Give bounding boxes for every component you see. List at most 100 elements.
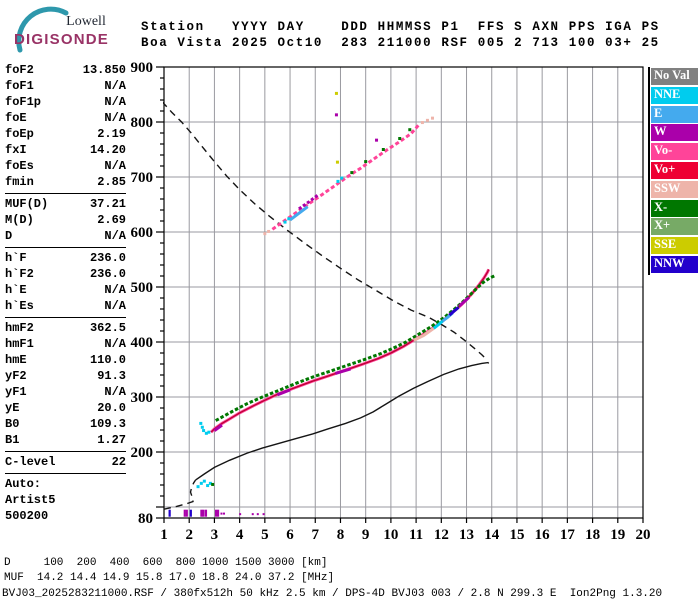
x-tick-label: 14 (484, 527, 500, 543)
x-tick-label: 3 (211, 527, 219, 543)
baseline-nnw-ticks (168, 509, 192, 517)
logo-top-text: Lowell (66, 14, 106, 29)
param-row-he: h`E N/A (5, 282, 126, 298)
x-tick-label: 15 (509, 527, 524, 543)
y-tick-label: 800 (131, 115, 154, 131)
param-row-b1: B1 1.27 (5, 432, 126, 448)
o-trace (210, 268, 491, 434)
panel-divider (5, 473, 126, 474)
param-row-clevel: C-level 22 (5, 454, 126, 470)
panel-divider (5, 317, 126, 318)
x-tick-label: 12 (434, 527, 449, 543)
param-label: foEp (5, 127, 34, 141)
param-label: foE (5, 111, 27, 125)
param-row-hmf1: hmF1 N/A (5, 336, 126, 352)
legend-item-x+: X+ (651, 218, 698, 236)
y-tick-label: 700 (131, 170, 154, 186)
param-row-fof1p: foF1p N/A (5, 94, 126, 110)
param-label: MUF(D) (5, 197, 49, 211)
param-label: fxI (5, 143, 27, 157)
panel-divider (5, 451, 126, 452)
param-row-hf2: h`F2 236.0 (5, 266, 126, 282)
param-row-fxi: fxI 14.20 (5, 142, 126, 158)
param-label: foF1 (5, 79, 34, 93)
muf-row: MUF 14.2 14.4 14.9 15.8 17.0 18.8 24.0 3… (4, 572, 335, 584)
x-tick-label: 1 (160, 527, 168, 543)
param-value: 2.69 (97, 213, 126, 227)
autoscaler-line: Auto: (5, 477, 42, 491)
param-row-mufd: MUF(D) 37.21 (5, 196, 126, 212)
second-hop-nne-dots (283, 176, 344, 224)
distance-row: D 100 200 400 600 800 1000 1500 3000 [km… (4, 557, 328, 569)
o-trace-nnw-segment (448, 306, 460, 317)
x-tick-label: 2 (185, 527, 193, 543)
param-value: 110.0 (89, 353, 126, 367)
param-label: h`E (5, 283, 27, 297)
param-row-foe: foE N/A (5, 110, 126, 126)
y-axis: 900 800 700 600 500 400 300 200 80 (131, 60, 164, 527)
x-tick-label: 13 (459, 527, 474, 543)
es-x-dots (211, 482, 215, 486)
legend-item-nnw: NNW (651, 255, 698, 273)
param-row-fmin: fmin 2.85 (5, 174, 126, 190)
param-value: N/A (104, 95, 126, 109)
logo-arc-icon (16, 6, 69, 53)
param-value: 22 (111, 455, 126, 469)
param-value: 20.0 (97, 401, 126, 415)
param-row-yf1: yF1 N/A (5, 384, 126, 400)
param-value: 91.3 (97, 369, 126, 383)
x-tick-label: 10 (383, 527, 398, 543)
y-tick-label: 400 (131, 335, 154, 351)
valley-profile-model (163, 479, 197, 510)
param-label: fmin (5, 175, 34, 189)
param-row-fof1: foF1 N/A (5, 78, 126, 94)
param-row-hf: h`F 236.0 (5, 250, 126, 266)
param-label: hmF1 (5, 337, 34, 351)
param-label: h`F2 (5, 267, 34, 281)
param-value: 37.21 (89, 197, 126, 211)
y-tick-label: 80 (138, 511, 153, 527)
param-label: B0 (5, 417, 20, 431)
second-hop-e-segment (289, 205, 309, 222)
digisonde-logo: Lowell DIGISONDE (14, 6, 109, 53)
param-row-foep: foEp 2.19 (5, 126, 126, 142)
param-value: 2.85 (97, 175, 126, 189)
legend-item-e: E (651, 105, 698, 123)
x-tick-label: 11 (409, 527, 423, 543)
x-tick-label: 19 (610, 527, 625, 543)
param-value: N/A (104, 385, 126, 399)
param-value: 14.20 (89, 143, 126, 157)
legend-item-nne: NNE (651, 86, 698, 104)
param-value: N/A (104, 337, 126, 351)
param-value: 109.3 (89, 417, 126, 431)
param-value: N/A (104, 229, 126, 243)
param-value: 2.19 (97, 127, 126, 141)
param-value: N/A (104, 159, 126, 173)
o-trace-nne-segment (432, 319, 444, 330)
param-value: 13.850 (82, 63, 126, 77)
legend-item-sse: SSE (651, 237, 698, 255)
param-row-d: D N/A (5, 228, 126, 244)
es-nne-dots (196, 421, 212, 489)
x-tick-label: 20 (636, 527, 651, 543)
param-row-b0: B0 109.3 (5, 416, 126, 432)
y-tick-label: 200 (131, 445, 154, 461)
legend-item-vo-: Vo- (651, 143, 698, 161)
x-tick-label: 4 (236, 527, 244, 543)
param-row-fof2: foF2 13.850 (5, 62, 126, 78)
parameter-panel: foF2 13.850 foF1 N/A foF1p N/A foE N/A foEp 2.19 f… (5, 62, 126, 524)
param-label: hmF2 (5, 321, 34, 335)
logo-bottom-text: DIGISONDE (14, 31, 109, 48)
second-hop-ssw-dots (263, 116, 434, 236)
y-tick-label: 300 (131, 390, 154, 406)
station-header-columns: Station YYYY DAY DDD HHMMSS P1 FFS S AXN… (141, 20, 660, 34)
x-tick-label: 18 (585, 527, 600, 543)
y-tick-label: 500 (131, 280, 154, 296)
x-tick-label: 7 (312, 527, 320, 543)
x-axis: 1 2 3 4 5 6 7 8 9 10 11 12 13 14 15 16 17 18 19 20 (160, 518, 651, 543)
echo-color-legend: No Val NNE E W Vo- Vo+ SSW X- X+ SSE NNW (651, 68, 698, 275)
topside-profile-model (163, 101, 488, 361)
legend-item-vo+: Vo+ (651, 161, 698, 179)
param-row-ye: yE 20.0 (5, 400, 126, 416)
